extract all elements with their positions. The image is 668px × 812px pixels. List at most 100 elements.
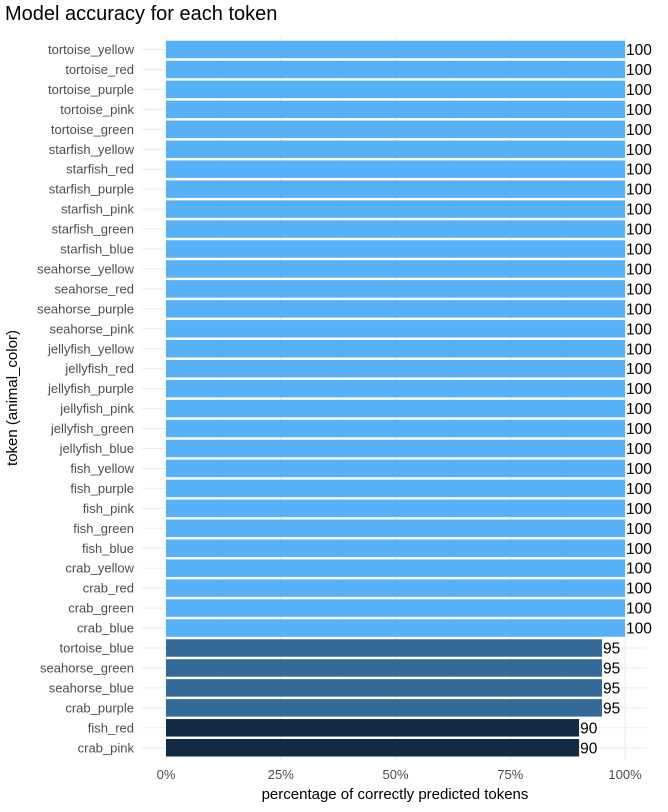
y-tick-label: jellyfish_yellow — [47, 341, 135, 356]
y-tick-label: crab_red — [83, 581, 134, 596]
y-tick-label: tortoise_blue — [60, 641, 134, 656]
data-label-starfish_pink: 100 — [626, 202, 652, 219]
data-label-starfish_purple: 100 — [626, 182, 652, 199]
bar-tortoise_purple — [166, 80, 625, 99]
data-label-layer: 100 100 100 100 100 100 100 100 100 100 100 100 100 1… — [580, 42, 652, 757]
y-tick-label: fish_red — [88, 720, 134, 735]
bar-seahorse_green — [166, 659, 603, 677]
bar-seahorse_red — [166, 280, 625, 298]
y-tick-label: seahorse_green — [40, 660, 134, 675]
y-tick-label: tortoise_yellow — [48, 42, 135, 57]
data-label-tortoise_pink: 100 — [626, 102, 652, 119]
bar-starfish_red — [166, 160, 625, 178]
data-label-fish_yellow: 100 — [626, 461, 652, 478]
data-label-fish_pink: 100 — [626, 501, 652, 518]
data-label-seahorse_pink: 100 — [626, 321, 652, 338]
y-tick-label: starfish_green — [52, 222, 134, 237]
data-label-tortoise_red: 100 — [626, 62, 652, 79]
y-tick-label: crab_green — [68, 601, 134, 616]
bar-seahorse_purple — [166, 300, 625, 318]
data-label-jellyfish_red: 100 — [626, 361, 652, 378]
bar-starfish_pink — [166, 200, 625, 218]
bar-crab_red — [166, 579, 625, 597]
y-tick-label: crab_pink — [78, 740, 135, 755]
bar-fish_blue — [166, 539, 625, 557]
y-tick-label: seahorse_yellow — [37, 261, 134, 276]
bar-tortoise_blue — [166, 639, 603, 657]
data-label-crab_red: 100 — [626, 581, 652, 598]
bar-tortoise_yellow — [166, 40, 625, 59]
bar-jellyfish_blue — [166, 439, 625, 458]
bar-seahorse_blue — [166, 679, 603, 697]
data-label-seahorse_red: 100 — [626, 281, 652, 298]
y-tick-label: tortoise_purple — [48, 82, 134, 97]
y-tick-label: jellyfish_purple — [47, 381, 134, 396]
bar-jellyfish_purple — [166, 379, 625, 398]
bar-tortoise_red — [166, 60, 625, 79]
data-label-jellyfish_blue: 100 — [626, 441, 652, 458]
data-label-starfish_blue: 100 — [626, 242, 652, 259]
bar-starfish_green — [166, 220, 625, 238]
bar-fish_red — [166, 719, 580, 737]
y-tick-label: crab_purple — [65, 700, 134, 715]
data-label-fish_blue: 100 — [626, 541, 652, 558]
bar-seahorse_yellow — [166, 260, 625, 278]
y-tick-label: fish_green — [73, 521, 134, 536]
y-tick-label: seahorse_purple — [37, 301, 134, 316]
data-label-jellyfish_purple: 100 — [626, 381, 652, 398]
y-tick-label: jellyfish_pink — [59, 401, 134, 416]
data-label-crab_pink: 90 — [580, 740, 598, 757]
y-axis-title: token (animal_color) — [4, 330, 21, 466]
y-tick-layer: tortoise_yellow tortoise_red tortoise_purp… — [37, 42, 134, 755]
y-tick-label: fish_blue — [82, 541, 134, 556]
bar-starfish_blue — [166, 240, 625, 258]
data-label-tortoise_blue: 95 — [603, 641, 620, 658]
y-tick-label: tortoise_green — [51, 122, 134, 137]
bar-jellyfish_green — [166, 419, 625, 438]
x-tick-label: 50% — [382, 767, 408, 782]
y-tick-label: jellyfish_green — [50, 421, 134, 436]
data-label-jellyfish_green: 100 — [626, 421, 652, 438]
bar-jellyfish_pink — [166, 399, 625, 418]
bar-crab_pink — [166, 739, 580, 757]
data-label-starfish_red: 100 — [626, 162, 652, 179]
chart-title: Model accuracy for each token — [5, 3, 278, 25]
x-axis-title: percentage of correctly predicted tokens — [262, 786, 529, 803]
bar-crab_yellow — [166, 559, 625, 577]
y-tick-label: jellyfish_blue — [59, 441, 134, 456]
data-label-seahorse_blue: 95 — [603, 680, 620, 697]
bar-layer — [166, 40, 625, 757]
data-label-tortoise_yellow: 100 — [626, 42, 652, 59]
y-tick-label: seahorse_red — [55, 281, 135, 296]
bar-fish_purple — [166, 479, 625, 498]
data-label-starfish_green: 100 — [626, 222, 652, 239]
data-label-starfish_yellow: 100 — [626, 142, 652, 159]
data-label-fish_green: 100 — [626, 521, 652, 538]
y-tick-label: starfish_red — [66, 162, 134, 177]
bar-crab_purple — [166, 699, 603, 717]
x-tick-label: 75% — [497, 767, 523, 782]
bar-tortoise_pink — [166, 100, 625, 119]
x-tick-label: 100% — [608, 767, 642, 782]
data-label-fish_purple: 100 — [626, 481, 652, 498]
bar-starfish_yellow — [166, 140, 625, 158]
y-tick-label: tortoise_red — [65, 62, 134, 77]
data-label-crab_purple: 95 — [603, 700, 620, 717]
bar-tortoise_green — [166, 120, 625, 139]
y-tick-label: fish_purple — [70, 481, 134, 496]
bar-jellyfish_yellow — [166, 340, 625, 358]
bar-fish_pink — [166, 499, 625, 518]
data-label-jellyfish_pink: 100 — [626, 401, 652, 418]
y-tick-label: tortoise_pink — [60, 102, 134, 117]
bar-fish_green — [166, 519, 625, 538]
y-tick-label: seahorse_pink — [49, 321, 134, 336]
data-label-crab_blue: 100 — [626, 621, 652, 638]
data-label-jellyfish_yellow: 100 — [626, 341, 652, 358]
y-tick-label: crab_yellow — [65, 561, 134, 576]
y-tick-label: fish_yellow — [70, 461, 134, 476]
bar-starfish_purple — [166, 180, 625, 198]
data-label-tortoise_purple: 100 — [626, 82, 652, 99]
bar-fish_yellow — [166, 459, 625, 478]
y-tick-label: fish_pink — [83, 501, 135, 516]
